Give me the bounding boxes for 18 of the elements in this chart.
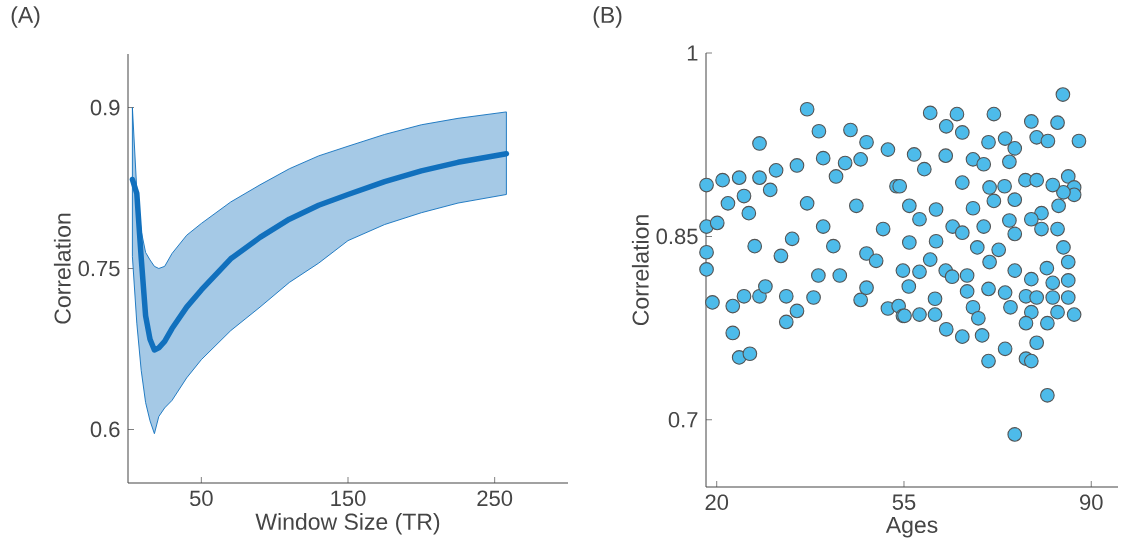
y-axis-title: Correlation: [631, 215, 649, 326]
x-axis-title: Ages: [885, 516, 938, 538]
y-tick-label: 0.85: [656, 228, 698, 245]
x-tick-label: 50: [189, 490, 213, 507]
y-tick-label: 0.75: [78, 260, 120, 277]
y-axis-title: Correlation: [53, 213, 71, 324]
x-tick-label: 250: [477, 490, 513, 507]
x-tick-label: 20: [705, 494, 729, 511]
chart-title: (B): [593, 6, 622, 28]
y-tick-label: 1: [687, 45, 698, 61]
x-tick-label: 90: [1080, 494, 1103, 511]
y-tick-label: 0.9: [90, 99, 120, 116]
y-tick-label: 0.6: [90, 421, 120, 438]
x-tick-label: 55: [892, 494, 916, 510]
x-axis-title: Window Size (TR): [255, 512, 440, 535]
chart-title: (A): [11, 6, 40, 28]
x-tick-label: 150: [331, 490, 366, 507]
y-tick-label: 0.7: [668, 411, 698, 428]
